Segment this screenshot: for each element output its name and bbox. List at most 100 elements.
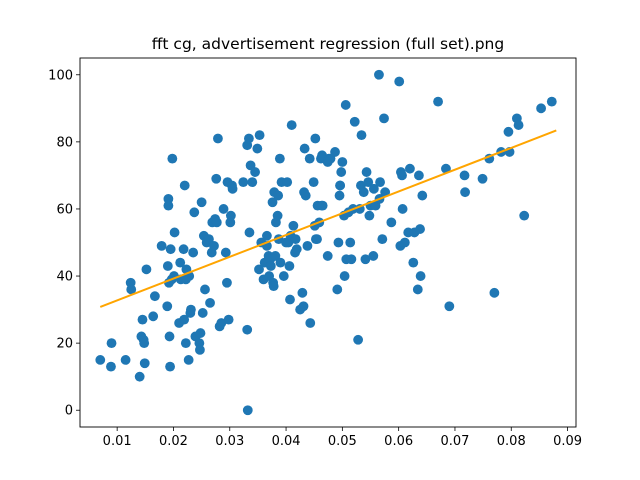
data-point <box>297 287 308 298</box>
data-point <box>183 355 194 365</box>
x-tick-label: 0.03 <box>215 434 244 449</box>
data-point <box>139 358 150 369</box>
data-point <box>149 291 160 302</box>
data-point <box>312 234 322 245</box>
data-point <box>139 338 150 349</box>
y-tick-label: 100 <box>48 68 73 83</box>
data-point <box>167 153 178 164</box>
data-point <box>546 96 557 107</box>
data-point <box>186 304 196 315</box>
data-point <box>360 254 371 265</box>
data-point <box>197 308 208 318</box>
data-point <box>405 163 415 174</box>
data-point <box>179 314 190 325</box>
data-point <box>460 187 470 198</box>
data-point <box>291 244 302 255</box>
data-point <box>412 284 423 295</box>
data-point <box>337 157 348 167</box>
data-point <box>106 361 116 372</box>
data-point <box>189 207 200 218</box>
data-point <box>178 244 189 255</box>
data-point <box>340 100 351 110</box>
data-point <box>444 301 455 312</box>
data-point <box>244 227 255 238</box>
data-point <box>106 338 117 349</box>
data-point <box>275 257 286 268</box>
data-point <box>141 264 152 275</box>
x-tick-label: 0.05 <box>328 434 357 449</box>
x-tick-label: 0.02 <box>159 434 188 449</box>
data-point <box>408 257 419 268</box>
data-point <box>179 180 190 191</box>
data-point <box>175 257 186 268</box>
data-point <box>503 126 514 137</box>
data-point <box>223 314 234 325</box>
data-point <box>278 271 289 281</box>
y-tick-label: 40 <box>56 270 73 285</box>
data-point <box>225 210 236 221</box>
data-point <box>238 177 249 188</box>
data-point <box>270 251 281 261</box>
data-point <box>211 173 222 184</box>
data-point <box>415 271 426 281</box>
data-point <box>272 210 283 221</box>
data-point <box>304 153 315 164</box>
data-point <box>195 328 206 338</box>
x-tick-label: 0.04 <box>272 434 301 449</box>
y-tick-label: 0 <box>65 404 73 419</box>
data-point <box>200 284 210 295</box>
data-point <box>417 190 428 201</box>
data-point <box>380 187 391 198</box>
data-point <box>330 147 340 157</box>
data-point <box>95 355 106 365</box>
data-point <box>120 355 131 365</box>
data-point <box>205 297 215 308</box>
chart-title: fft cg, advertisement regression (full s… <box>152 35 504 53</box>
data-point <box>163 193 174 204</box>
data-point <box>332 284 343 295</box>
data-point <box>273 190 284 201</box>
data-point <box>216 318 227 328</box>
data-point <box>162 261 173 271</box>
data-point <box>333 237 344 248</box>
data-point <box>162 301 173 312</box>
data-point <box>394 76 405 87</box>
data-point <box>164 331 175 342</box>
data-point <box>302 240 313 251</box>
data-point <box>377 234 388 245</box>
data-point <box>361 167 372 177</box>
axes-frame <box>79 57 577 428</box>
x-axis: 0.01 0.02 0.03 0.04 0.05 0.06 0.07 0.08 0.09 <box>103 427 582 449</box>
data-point <box>268 281 279 292</box>
data-point <box>335 180 345 191</box>
data-point <box>126 284 137 295</box>
y-tick-label: 60 <box>56 202 73 217</box>
data-point <box>375 177 385 188</box>
plot-area <box>95 69 557 416</box>
data-point <box>247 177 258 188</box>
data-point <box>334 190 345 201</box>
y-axis: 0 20 40 60 80 100 <box>48 68 80 419</box>
data-point <box>222 277 232 288</box>
x-tick-label: 0.06 <box>384 434 413 449</box>
data-point <box>358 187 369 198</box>
data-point <box>346 254 357 265</box>
data-point <box>477 173 488 184</box>
data-point <box>374 69 384 80</box>
data-point <box>345 237 356 248</box>
data-point <box>282 177 293 188</box>
data-point <box>218 204 229 214</box>
data-point <box>339 271 350 281</box>
data-point <box>209 240 219 251</box>
data-point <box>244 133 254 144</box>
data-point <box>148 311 159 322</box>
data-point <box>300 190 311 201</box>
data-point <box>242 405 253 416</box>
data-point <box>310 133 321 144</box>
data-point <box>308 177 319 188</box>
data-point <box>489 287 500 298</box>
data-point <box>459 170 470 181</box>
data-point <box>305 318 316 328</box>
data-point <box>397 204 408 214</box>
